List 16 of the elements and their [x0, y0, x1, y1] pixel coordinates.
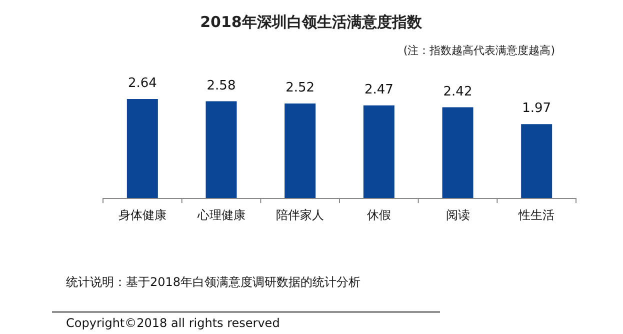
text: 统计说明：基于2018年白领满意度调研数据的统计分析 — [66, 275, 361, 289]
data-label: 2.42 — [443, 84, 472, 100]
x-tick-label: 身体健康 — [118, 208, 166, 222]
data-label: 2.64 — [128, 76, 157, 91]
data-label: 2.52 — [286, 80, 315, 96]
x-tick-label: 陪伴家人 — [276, 208, 324, 222]
data-label: 1.97 — [522, 101, 552, 116]
text: Copyright©2018 all rights reserved — [66, 316, 280, 330]
data-label: 2.58 — [206, 78, 236, 94]
x-tick-label: 休假 — [366, 208, 391, 222]
chart-subtitle: (注：指数越高代表满意度越高) — [403, 44, 555, 57]
x-tick-label: 心理健康 — [196, 208, 246, 222]
x-tick-label: 阅读 — [446, 208, 470, 222]
x-tick-label: 性生活 — [518, 208, 555, 222]
chart-title: 2018年深圳白领生活满意度指数 — [200, 13, 423, 31]
data-label: 2.47 — [364, 82, 394, 98]
